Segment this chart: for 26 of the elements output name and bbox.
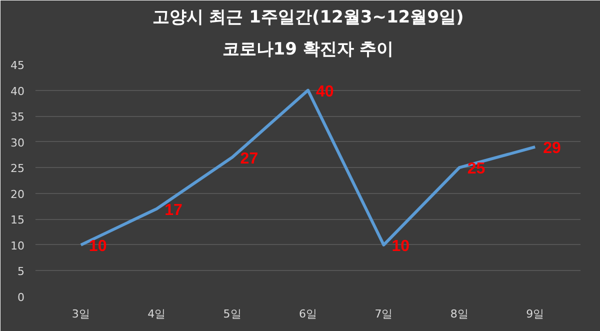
y-tick-label: 0 (18, 291, 24, 304)
y-tick-label: 45 (10, 59, 25, 72)
data-label: 10 (392, 238, 410, 255)
x-tick-label: 5일 (223, 308, 242, 320)
y-tick-label: 35 (10, 110, 25, 124)
y-tick-label: 25 (10, 162, 25, 176)
y-tick-label: 40 (10, 84, 25, 98)
data-label: 25 (467, 160, 486, 178)
data-label: 17 (164, 202, 183, 219)
data-label: 29 (543, 140, 561, 157)
data-label: 40 (316, 83, 334, 100)
y-tick-label: 10 (10, 239, 25, 252)
y-tick-label: 5 (18, 265, 24, 278)
x-tick-label: 7일 (374, 308, 393, 320)
x-tick-label: 9일 (526, 308, 544, 320)
y-tick-label: 15 (10, 214, 25, 227)
x-tick-label: 6일 (299, 308, 317, 320)
x-tick-label: 4일 (148, 308, 166, 320)
y-tick-label: 30 (10, 136, 25, 150)
data-label: 27 (240, 150, 258, 168)
data-label: 10 (88, 238, 107, 255)
chart-subtitle: 코로나19 확진자 추이 (222, 40, 394, 60)
y-tick-label: 20 (10, 188, 25, 201)
x-tick-label: 3일 (72, 308, 90, 320)
x-tick-label: 8일 (450, 308, 468, 320)
chart-title: 고양시 최근 1주일간(12월3~12월9일) (152, 8, 464, 28)
